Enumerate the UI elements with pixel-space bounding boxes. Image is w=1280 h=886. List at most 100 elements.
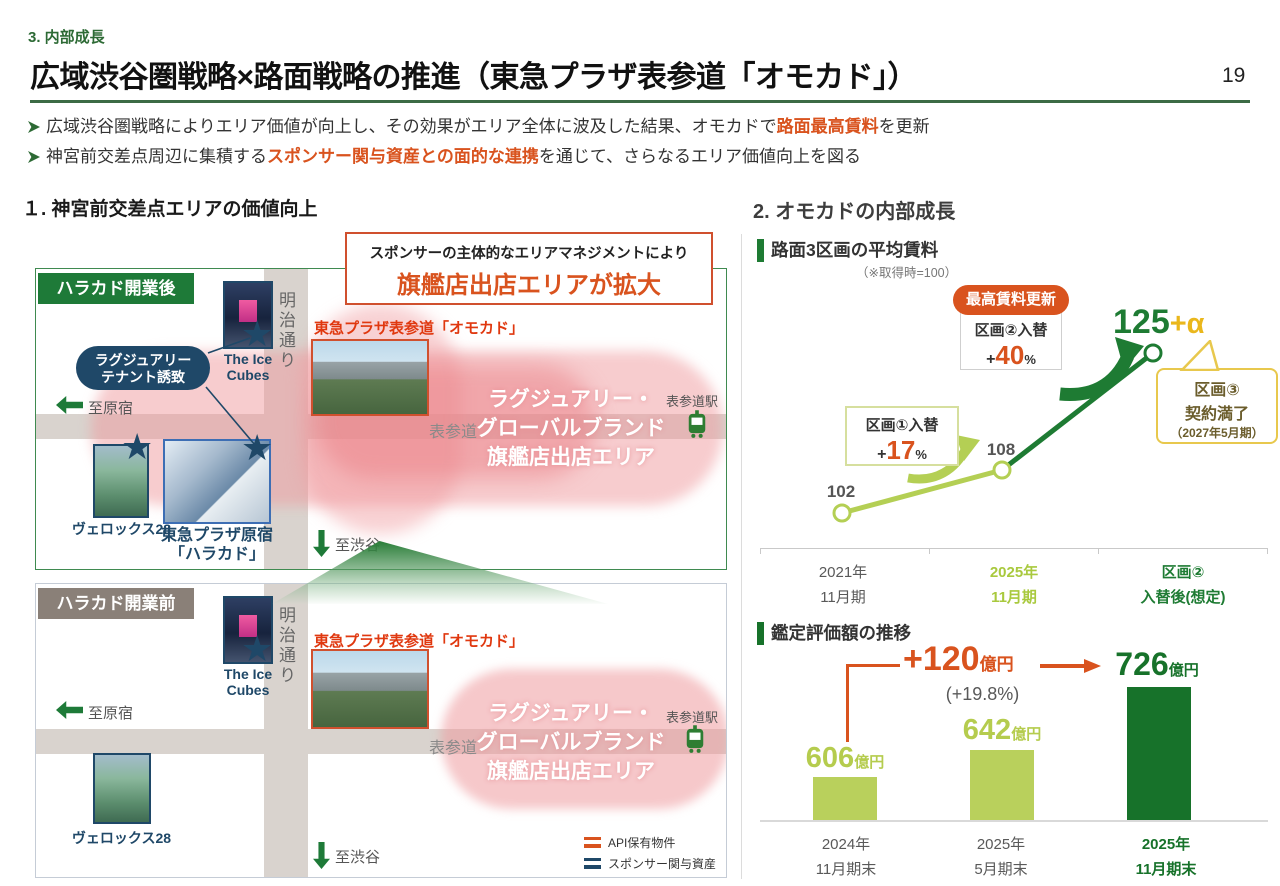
appraisal-xlabel-2025-may: 2025年 5月期末	[974, 836, 1028, 878]
to-harajuku-label: 至原宿	[88, 705, 134, 722]
right-arrow-icon	[1040, 659, 1101, 673]
bar-value-642: 642億円	[962, 714, 1042, 746]
harakado-photo	[163, 439, 271, 524]
callout-line2: 旗艦店出店エリアが拡大	[397, 272, 661, 299]
left-section-heading: １. 神宮前交差点エリアの価値向上	[22, 199, 318, 220]
legend-item-api: API保有物件	[583, 834, 716, 851]
omotesando-station-label: 表参道駅	[666, 710, 719, 725]
map-before-harakado: ハラカド開業前 明治通り 表参道 ラグジュアリー・ グローバルブランド 旗艦店出…	[35, 583, 727, 878]
flagship-area-text: ラグジュアリー・ グローバルブランド 旗艦店出店エリア	[476, 702, 666, 783]
appraisal-section-bar	[757, 622, 764, 645]
star-icon: ★	[241, 628, 274, 669]
rent-chart-note: （※取得時=100）	[856, 266, 958, 280]
bar-2025-nov	[1127, 687, 1191, 820]
velox28-photo	[93, 753, 151, 824]
rent-value-125-alpha: 125+α	[1113, 303, 1205, 341]
rent-line-chart	[832, 337, 1163, 523]
ice-cubes-photo	[223, 281, 273, 349]
ice-cubes-label: The Ice Cubes	[223, 351, 273, 383]
page-number: 19	[1222, 64, 1246, 87]
ice-cubes-photo	[223, 596, 273, 664]
rent-xlabel-2025: 2025年 11月期	[989, 564, 1039, 606]
to-shibuya-arrow-icon	[313, 842, 330, 869]
train-icon	[688, 410, 706, 438]
rent-value-102: 102	[826, 482, 856, 501]
pill-connector-lines	[205, 337, 256, 446]
axis-tick	[1098, 548, 1099, 554]
velox28-label: ヴェロックス28	[71, 521, 172, 537]
section-label: 3. 内部成長	[28, 29, 105, 46]
bar-value-726: 726億円	[1115, 646, 1199, 682]
bullet-1: 広域渋谷圏戦略によりエリア価値が向上し、その効果がエリア全体に波及した結果、オモ…	[28, 112, 1246, 142]
to-harajuku-arrow-icon	[56, 701, 83, 719]
delta-bracket	[846, 664, 900, 667]
bullet-1-text: 広域渋谷圏戦略によりエリア価値が向上し、その効果がエリア全体に波及した結果、オモ…	[46, 117, 777, 136]
luxury-tenant-pill: ラグジュアリー テナント誘致	[76, 346, 210, 390]
bullet-1-tail: を更新	[878, 117, 930, 136]
map-after-harakado: ハラカド開業後 明治通り 表参道 ラグジュアリー・ グローバルブランド 旗艦店出…	[35, 268, 727, 570]
appraisal-x-axis	[760, 820, 1268, 822]
bullet-arrow-icon	[28, 121, 40, 133]
omokado-label: 東急プラザ表参道「オモカド」	[314, 633, 525, 650]
velox28-label: ヴェロックス28	[71, 830, 172, 846]
bar-value-606: 606億円	[805, 742, 885, 774]
rent-x-axis	[760, 548, 1268, 549]
star-icon: ★	[241, 313, 274, 354]
rent-chart-title: 路面3区画の平均賃料	[771, 240, 939, 260]
bullet-2-text: 神宮前交差点周辺に集積する	[46, 147, 267, 166]
rent-section-bar	[757, 239, 764, 262]
bullet-2-highlight: スポンサー関与資産との面的な連携	[267, 147, 539, 166]
right-section-heading: 2. オモカドの内部成長	[753, 201, 956, 223]
omokado-photo	[311, 649, 429, 729]
axis-tick	[1267, 548, 1268, 554]
curved-arrow-icon	[1115, 337, 1144, 370]
api-property-swatch-icon	[583, 837, 601, 848]
appraisal-chart-title: 鑑定評価額の推移	[771, 623, 911, 643]
axis-tick	[760, 548, 761, 554]
flagship-area-text: ラグジュアリー・ グローバルブランド 旗艦店出店エリア	[476, 388, 666, 469]
section1-replacement-box: 区画①入替 +17%	[845, 406, 959, 466]
rent-value-108: 108	[986, 440, 1016, 459]
train-icon	[686, 725, 704, 753]
omokado-photo	[311, 339, 429, 416]
sponsor-asset-swatch-icon	[583, 858, 601, 869]
meiji-street-label: 明治通り	[276, 606, 295, 686]
legend-item-sponsor: スポンサー関与資産	[583, 855, 716, 872]
delta-bracket	[846, 664, 849, 742]
to-harajuku-label: 至原宿	[88, 400, 134, 417]
curved-arrow-icon	[1059, 353, 1134, 402]
ice-cubes-label: The Ice Cubes	[223, 666, 273, 698]
bullet-1-highlight: 路面最高賃料	[776, 117, 879, 136]
appraisal-xlabel-2024: 2024年 11月期末	[815, 836, 877, 878]
callout-pointer	[1179, 340, 1220, 371]
flagship-area-highlight	[441, 669, 726, 809]
bullet-2-tail: を通じて、さらなるエリア価値向上を図る	[538, 147, 861, 166]
appraisal-xlabel-2025-nov: 2025年 11月期末	[1135, 836, 1197, 878]
star-icon: ★	[241, 427, 274, 468]
bullet-arrow-icon	[28, 151, 40, 163]
velox28-photo	[93, 444, 149, 518]
curved-arrow-icon	[956, 435, 980, 461]
appraisal-delta-pct: (+19.8%)	[945, 684, 1020, 704]
omotesando-label: 表参道	[429, 740, 478, 757]
harakado-label: 東急プラザ原宿 「ハラカド」	[160, 527, 273, 563]
omokado-label: 東急プラザ表参道「オモカド」	[314, 320, 525, 337]
callout-line1: スポンサーの主体的なエリアマネジメントにより	[369, 246, 689, 262]
star-icon: ★	[121, 426, 154, 467]
axis-tick	[929, 548, 930, 554]
column-divider	[741, 234, 742, 879]
bar-2025-may	[970, 750, 1034, 820]
to-shibuya-label: 至渋谷	[335, 849, 381, 866]
map-legend: API保有物件 スポンサー関与資産	[583, 830, 716, 872]
omotesando-label: 表参道	[429, 424, 478, 441]
meiji-street-label: 明治通り	[276, 291, 295, 371]
omotesando-station-label: 表参道駅	[666, 394, 719, 409]
page-title: 広域渋谷圏戦略×路面戦略の推進（東急プラザ表参道「オモカド」）	[30, 61, 918, 94]
rent-xlabel-2021: 2021年 11月期	[818, 564, 868, 606]
map-after-badge: ハラカド開業後	[38, 273, 194, 304]
rent-xlabel-expected: 区画② 入替後(想定)	[1140, 564, 1226, 606]
area-expansion-callout: スポンサーの主体的なエリアマネジメントにより 旗艦店出店エリアが拡大	[345, 232, 713, 305]
bullet-2: 神宮前交差点周辺に集積するスポンサー関与資産との面的な連携を通じて、さらなるエリ…	[28, 142, 1246, 172]
map-before-badge: ハラカド開業前	[38, 588, 194, 619]
section3-contract-callout: 区画③ 契約満了 （2027年5月期）	[1156, 368, 1278, 444]
